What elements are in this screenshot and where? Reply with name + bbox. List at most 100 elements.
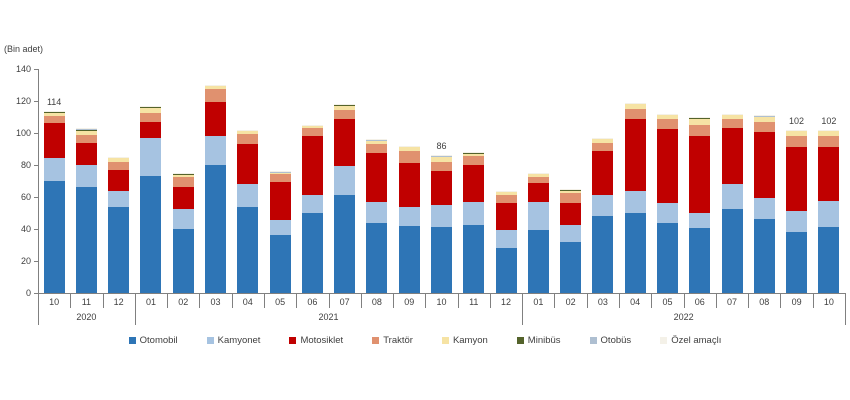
bar-segment-otomobil [172, 229, 194, 293]
bar-segment-otomobil [269, 235, 291, 293]
legend-swatch-icon [128, 337, 136, 344]
bar-segment-otomobil [560, 241, 582, 293]
bar-segment-otomobil [75, 187, 97, 293]
month-label: 10 [823, 297, 834, 307]
legend-swatch-icon [660, 337, 668, 344]
legend-label: Kamyon [452, 335, 488, 346]
bar-segment-kamyonet [205, 136, 227, 165]
bar-segment-motosiklet [753, 132, 775, 198]
bar-segment-kamyon [237, 130, 259, 134]
y-axis-tick [34, 165, 38, 166]
bar-segment-motosiklet [301, 136, 323, 195]
bar-segment-kamyon [560, 190, 582, 193]
bar-segment-otomobil [205, 165, 227, 293]
bar-segment-trakt-r [463, 156, 485, 165]
bar-segment-motosiklet [463, 165, 485, 202]
bar-segment-motosiklet [43, 123, 65, 158]
legend-item--zel-ama-l-: Özel amaçlı [660, 335, 721, 346]
bar-segment-otob-s [140, 106, 162, 107]
month-separator [586, 293, 588, 308]
month-separator [489, 293, 491, 308]
bar-segment-minib-s [172, 173, 194, 175]
bar-segment-minib-s [398, 146, 420, 148]
month-label: 08 [371, 297, 382, 307]
bar-segment-kamyon [689, 118, 711, 125]
month-label: 05 [275, 297, 286, 307]
month-label: 04 [242, 297, 253, 307]
legend-label: Minibüs [527, 335, 561, 346]
y-axis-unit-label: (Bin adet) [4, 44, 44, 54]
y-axis-tick [34, 69, 38, 70]
bar-segment-minib-s [463, 152, 485, 154]
month-label: 11 [81, 297, 92, 307]
month-separator [748, 293, 750, 308]
bar-segment-motosiklet [527, 183, 549, 202]
bar-segment-trakt-r [205, 89, 227, 102]
legend: Otomobil Kamyonet Motosiklet Traktör Kamyon M… [0, 335, 850, 346]
legend-label: Traktör [383, 335, 413, 346]
year-separator [134, 293, 136, 325]
bar-segment-kamyon [366, 141, 388, 145]
bar-segment-kamyonet [753, 197, 775, 220]
bar-segment-minib-s [108, 157, 130, 159]
bar-segment-minib-s [689, 117, 711, 119]
legend-item-motosiklet: Motosiklet [289, 335, 343, 346]
bar-segment-otob-s [43, 110, 65, 112]
bar-segment-trakt-r [527, 176, 549, 184]
bar-segment-minib-s [301, 125, 323, 127]
bar-segment-kamyonet [269, 220, 291, 236]
bar-segment-motosiklet [334, 119, 356, 166]
month-label: 03 [597, 297, 608, 307]
bar-segment-otomobil [624, 213, 646, 293]
bar-segment-otomobil [753, 219, 775, 293]
bar-segment-minib-s [366, 140, 388, 142]
bar-segment-kamyonet [366, 201, 388, 223]
month-separator [296, 293, 298, 308]
x-axis-line [38, 293, 845, 294]
bar-segment-trakt-r [269, 174, 291, 182]
bar-segment-trakt-r [624, 109, 646, 120]
bar-segment-trakt-r [753, 121, 775, 133]
legend-label: Motosiklet [300, 335, 344, 346]
bar-segment-trakt-r [237, 133, 259, 145]
month-label: 01 [533, 297, 544, 307]
y-tick-label: 100 [15, 128, 31, 138]
bar-segment-kamyonet [431, 205, 452, 228]
bar-segment-otob-s [75, 128, 97, 130]
bar-segment-kamyonet [140, 137, 162, 177]
legend-item-otob-s: Otobüs [589, 335, 631, 346]
bar-total-label: 114 [46, 96, 62, 107]
bar-segment-otomobil [301, 213, 323, 293]
y-axis-tick [34, 229, 38, 230]
bar-segment-otomobil [786, 232, 808, 293]
year-label: 2020 [76, 312, 97, 322]
month-separator [651, 293, 653, 308]
bar-segment-otomobil [334, 194, 356, 293]
bar-segment-motosiklet [172, 187, 194, 209]
legend-label: Kamyonet [217, 335, 261, 346]
year-label: 2021 [318, 312, 339, 322]
month-label: 09 [791, 297, 802, 307]
bar-segment-motosiklet [108, 169, 130, 191]
month-label: 10 [49, 297, 60, 307]
bar-segment-kamyon [301, 126, 323, 129]
y-tick-label: 40 [20, 224, 31, 234]
bar-segment-otomobil [108, 206, 130, 293]
y-tick-label: 80 [20, 160, 31, 170]
bar-segment-minib-s [334, 104, 356, 106]
bar-segment-otomobil [818, 226, 840, 293]
bar-segment-kamyon [172, 174, 194, 177]
month-label: 02 [178, 297, 189, 307]
month-separator [199, 293, 201, 308]
year-separator [38, 293, 39, 325]
bar-segment-kamyon [108, 158, 130, 163]
month-label: 04 [630, 297, 641, 307]
bar-segment-kamyonet [172, 209, 194, 229]
bar-segment-trakt-r [689, 125, 711, 137]
bar-segment-kamyonet [108, 190, 130, 207]
bar-segment-kamyonet [786, 210, 808, 233]
y-tick-label: 120 [15, 96, 31, 106]
bar-segment-minib-s [43, 111, 65, 113]
bar-segment-kamyonet [43, 157, 65, 181]
bar-segment-otomobil [592, 216, 614, 293]
